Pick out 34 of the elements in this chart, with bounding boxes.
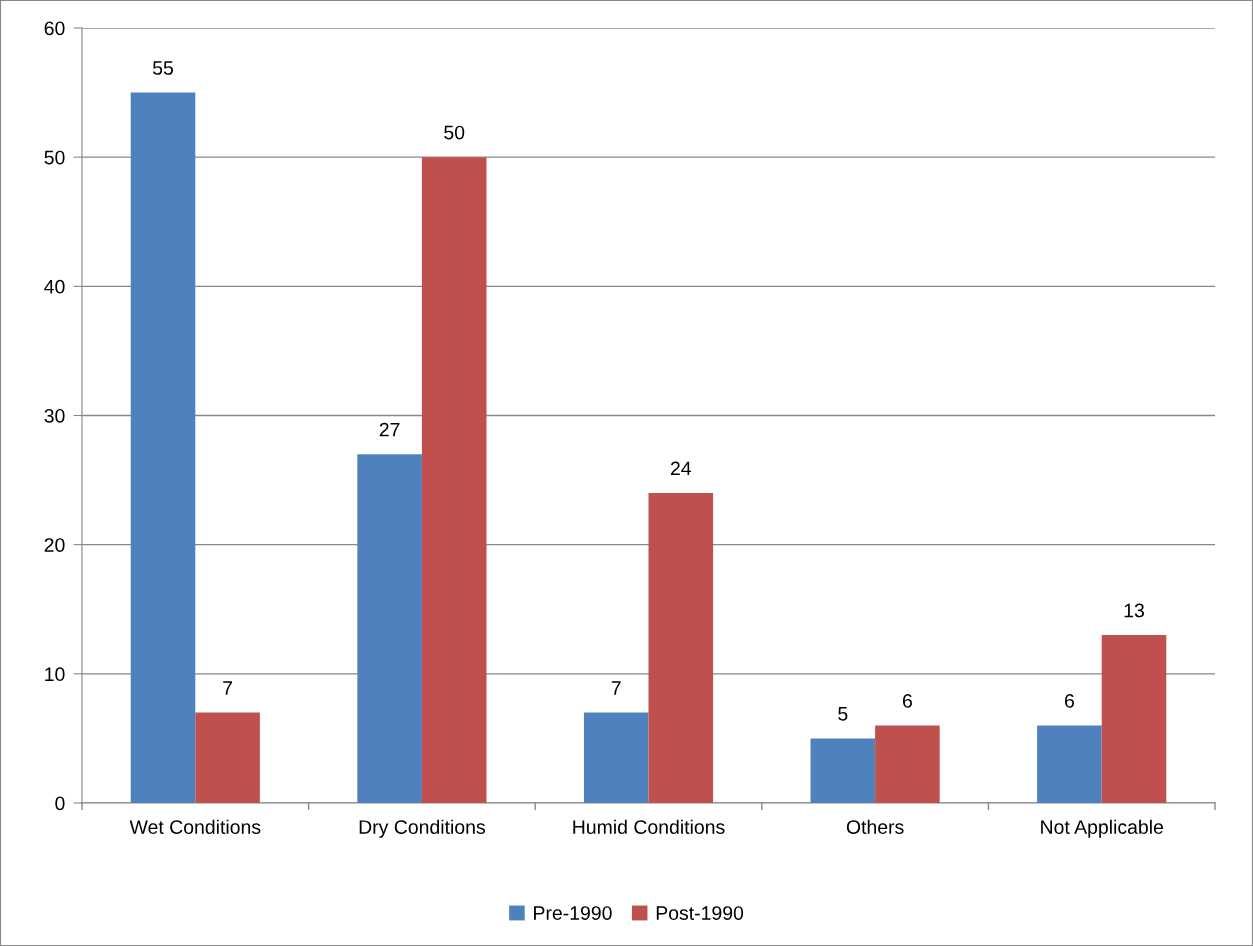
- data-label: 50: [444, 125, 465, 140]
- y-tick-label: 40: [44, 279, 65, 294]
- data-label: 13: [1124, 603, 1144, 618]
- data-label: 5: [838, 707, 848, 721]
- bar: [583, 712, 649, 803]
- data-label: 55: [152, 61, 174, 75]
- bar: [810, 738, 876, 803]
- data-label: 27: [379, 422, 400, 437]
- x-tick-label: Wet Conditions: [129, 819, 261, 834]
- data-label: 6: [902, 694, 912, 708]
- y-tick-label: 30: [44, 408, 65, 423]
- bar: [357, 454, 422, 803]
- x-tick-label: Not Applicable: [1041, 819, 1163, 838]
- data-label: 6: [1064, 694, 1074, 708]
- x-tick-label: Dry Conditions: [359, 819, 485, 838]
- data-label: 24: [670, 461, 692, 476]
- bar: [1101, 635, 1167, 803]
- x-tick-label: Others: [846, 819, 904, 834]
- bar: [875, 725, 940, 803]
- y-tick-label: 60: [44, 21, 65, 36]
- y-tick-label: 50: [44, 150, 65, 165]
- bar: [195, 712, 260, 803]
- data-label: 7: [611, 681, 621, 695]
- x-tick-label: Humid Conditions: [573, 819, 725, 834]
- y-tick-label: 20: [44, 538, 65, 552]
- legend-label: Pre-1990: [534, 906, 612, 920]
- legend-label: Post-1990: [656, 906, 744, 920]
- bar: [648, 493, 714, 803]
- bar: [421, 157, 487, 803]
- y-tick-label: 10: [45, 667, 65, 682]
- bar: [130, 92, 196, 803]
- bar: [1037, 725, 1102, 803]
- y-tick-label: 0: [55, 796, 65, 811]
- data-label: 7: [223, 681, 233, 695]
